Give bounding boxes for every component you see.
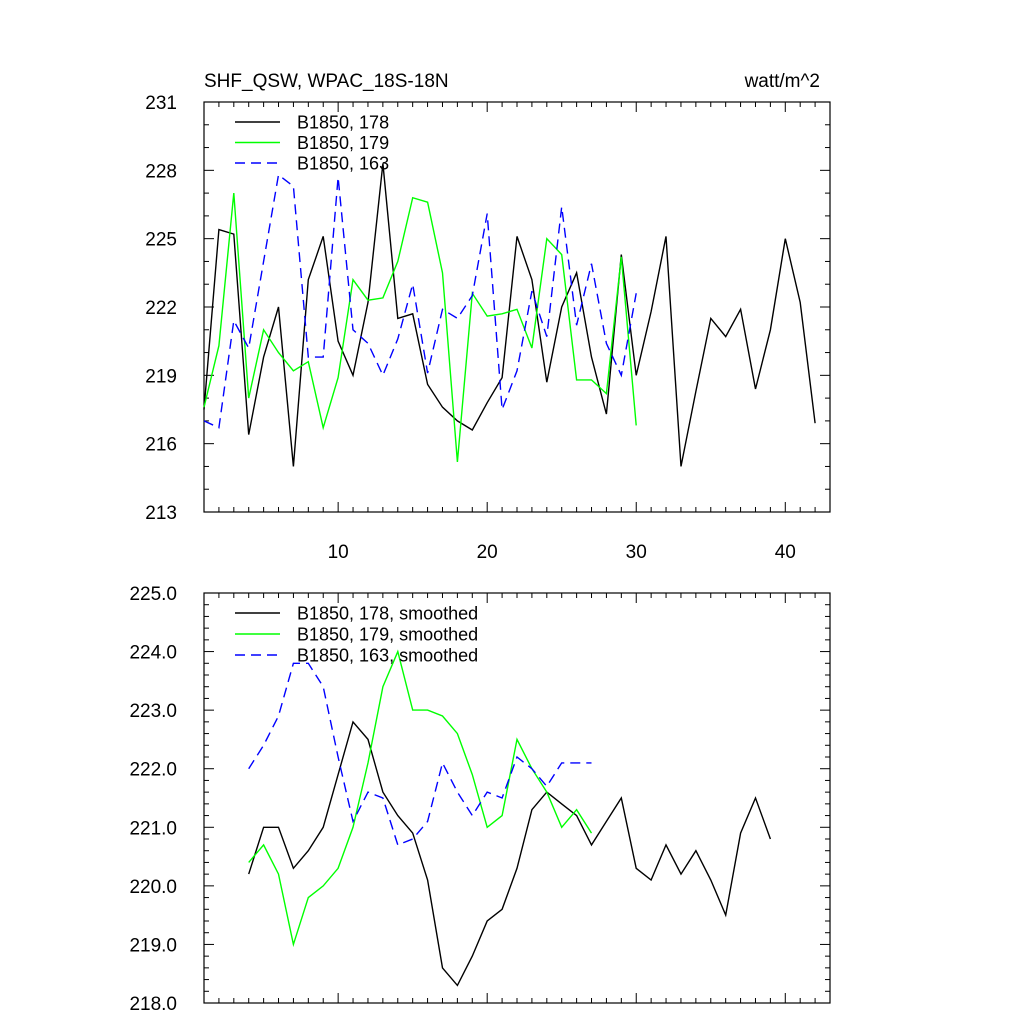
y-tick-label: 223.0 bbox=[129, 701, 177, 722]
top-panel-units: watt/m^2 bbox=[744, 71, 820, 92]
x-tick-label: 10 bbox=[328, 542, 349, 563]
y-tick-label: 221.0 bbox=[129, 818, 177, 839]
y-tick-label: 224.0 bbox=[129, 643, 177, 664]
x-tick-label: 30 bbox=[626, 542, 647, 563]
legend-label: B1850, 179 bbox=[297, 133, 389, 153]
series-line-3 bbox=[203, 173, 637, 429]
bottom-panel: 218.0 219.0 220.0 221.0 222.0 223.0 224.0 225.0… bbox=[129, 584, 831, 1015]
series-line-1 bbox=[203, 163, 816, 467]
y-tick-label: 225 bbox=[145, 230, 177, 251]
legend-label: B1850, 163 bbox=[297, 154, 389, 174]
y-tick-label: 228 bbox=[145, 161, 177, 182]
x-tick-label: 20 bbox=[477, 542, 498, 563]
y-tick-label: 218.0 bbox=[129, 994, 177, 1015]
y-tick-label: 220.0 bbox=[129, 877, 177, 898]
y-tick-label: 216 bbox=[145, 435, 177, 456]
y-tick-label: 222 bbox=[145, 298, 177, 319]
y-tick-label: 225.0 bbox=[129, 584, 177, 605]
top-panel: SHF_QSW, WPAC_18S-18N watt/m^2 10 20 30 40 2… bbox=[145, 71, 831, 563]
y-tick-label: 213 bbox=[145, 503, 177, 524]
y-tick-label: 231 bbox=[145, 93, 177, 114]
legend-label: B1850, 163, smoothed bbox=[297, 646, 478, 666]
y-tick-label: 219 bbox=[145, 366, 177, 387]
top-panel-title: SHF_QSW, WPAC_18S-18N bbox=[204, 71, 449, 92]
x-tick-label: 40 bbox=[775, 542, 796, 563]
legend-label: B1850, 179, smoothed bbox=[297, 625, 478, 645]
legend-label: B1850, 178, smoothed bbox=[297, 604, 478, 624]
series-line-2 bbox=[248, 649, 593, 948]
y-tick-label: 219.0 bbox=[129, 935, 177, 956]
series-line-1 bbox=[248, 720, 772, 987]
legend-label: B1850, 178 bbox=[297, 113, 389, 133]
series-line-2 bbox=[203, 193, 637, 462]
y-tick-label: 222.0 bbox=[129, 760, 177, 781]
series-line-3 bbox=[248, 662, 592, 846]
